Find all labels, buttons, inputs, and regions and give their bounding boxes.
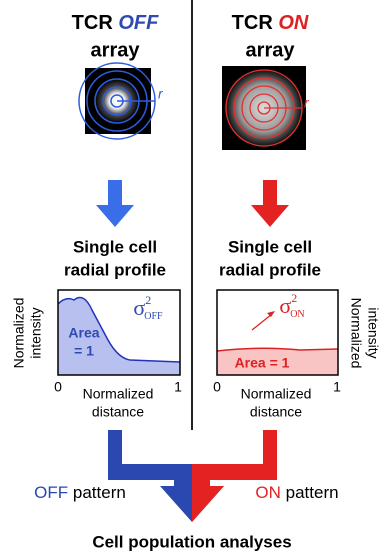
title: TCR ON bbox=[232, 12, 309, 34]
cell-image: r bbox=[222, 66, 310, 150]
title: TCR OFF bbox=[72, 12, 159, 34]
cell-image: r bbox=[79, 63, 164, 139]
area-label: Area = 1 bbox=[235, 355, 290, 371]
arrow bbox=[251, 180, 289, 227]
diagram: TCR OFF array TCR ON array r r Single ce… bbox=[0, 0, 383, 558]
merge-arrow bbox=[108, 430, 192, 480]
x-tick: 1 bbox=[174, 379, 182, 395]
merge-arrow bbox=[192, 480, 224, 522]
title: array bbox=[91, 39, 141, 61]
x-tick: 0 bbox=[54, 379, 62, 395]
radius-label: r bbox=[158, 86, 164, 102]
x-label: Normalized bbox=[241, 386, 312, 402]
x-label: distance bbox=[92, 404, 144, 420]
page: {"left":{"title_prefix":"TCR","title_sta… bbox=[0, 0, 383, 558]
subtitle: Single cell bbox=[73, 237, 157, 256]
subtitle: Single cell bbox=[228, 237, 312, 256]
title: array bbox=[246, 39, 296, 61]
pattern-label: OFF pattern bbox=[34, 483, 126, 502]
subtitle: radial profile bbox=[219, 260, 321, 279]
arrow bbox=[96, 180, 134, 227]
y-label: intensity bbox=[28, 307, 44, 358]
footer: Cell population analyses bbox=[92, 532, 291, 551]
y-label: intensity bbox=[365, 307, 381, 358]
x-tick: 1 bbox=[333, 379, 341, 395]
y-label: Normalized bbox=[348, 298, 364, 369]
x-label: Normalized bbox=[83, 386, 154, 402]
area-label: = 1 bbox=[74, 343, 94, 359]
radius-label: r bbox=[304, 95, 310, 111]
x-label: distance bbox=[250, 404, 302, 420]
area-label: Area bbox=[68, 325, 99, 341]
subtitle: radial profile bbox=[64, 260, 166, 279]
y-label: Normalized bbox=[11, 298, 27, 369]
x-tick: 0 bbox=[213, 379, 221, 395]
pattern-label: ON pattern bbox=[255, 483, 338, 502]
merge-arrow bbox=[192, 430, 277, 480]
